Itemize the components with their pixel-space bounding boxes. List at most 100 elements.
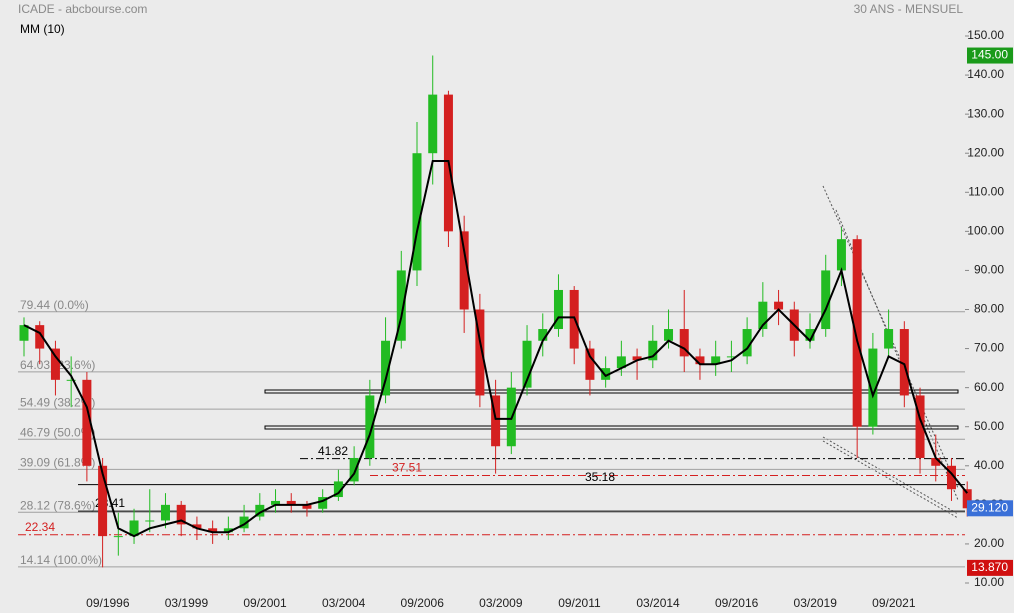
candle-body xyxy=(208,528,218,533)
fib-label: 28.12 (78.6%) xyxy=(20,498,95,512)
candle-body xyxy=(349,457,359,482)
candle-body xyxy=(585,348,595,380)
fib-label: 79.44 (0.0%) xyxy=(20,298,89,312)
candle-body xyxy=(255,504,265,517)
candle-body xyxy=(679,329,689,357)
y-tick-label: 90.00 xyxy=(974,263,1004,277)
candle-body xyxy=(176,504,186,525)
x-tick-label: 09/1996 xyxy=(86,596,130,610)
candle-body xyxy=(664,329,674,341)
candle-body xyxy=(428,94,438,154)
zone-box xyxy=(264,425,959,430)
y-tick-label: 50.00 xyxy=(974,419,1004,433)
candle-body xyxy=(82,379,92,466)
candle-body xyxy=(381,340,391,396)
y-tick-label: 20.00 xyxy=(974,536,1004,550)
candle-body xyxy=(648,340,658,361)
x-tick-label: 03/1999 xyxy=(165,596,209,610)
trendline xyxy=(822,436,959,515)
candle-body xyxy=(884,329,894,349)
x-tick-label: 03/2004 xyxy=(322,596,366,610)
y-tick-label: 70.00 xyxy=(974,341,1004,355)
candle-body xyxy=(129,520,139,537)
candle-body xyxy=(852,239,862,427)
y-tick-label: 60.00 xyxy=(974,380,1004,394)
candle-body xyxy=(19,325,29,341)
candle-body xyxy=(286,500,296,505)
fib-label: 39.09 (61.8%) xyxy=(20,456,95,470)
candle-body xyxy=(318,497,328,509)
y-tick-label: 100.00 xyxy=(967,224,1004,238)
x-tick-label: 09/2011 xyxy=(558,596,601,610)
y-tick-label: 150.00 xyxy=(967,28,1004,42)
candle-body xyxy=(396,270,406,341)
y-tick-label: 10.00 xyxy=(974,575,1004,589)
candle-body xyxy=(774,301,784,310)
candle-body xyxy=(805,329,815,341)
candle-body xyxy=(475,309,485,396)
chart-title: ICADE - abcbourse.com xyxy=(18,2,147,16)
candle-body xyxy=(821,270,831,330)
candle-body xyxy=(522,340,532,388)
x-tick-label: 03/2014 xyxy=(636,596,680,610)
level-label: 22.34 xyxy=(25,520,55,534)
level-label: 35.18 xyxy=(585,470,615,484)
candle-body xyxy=(616,356,626,369)
price-tag xyxy=(967,47,1013,64)
y-tick-label: 120.00 xyxy=(967,145,1004,159)
candle-body xyxy=(302,504,312,509)
zones xyxy=(264,389,959,430)
candle-body xyxy=(271,500,281,505)
x-tick-label: 09/2006 xyxy=(401,596,445,610)
level-label: 37.51 xyxy=(392,461,422,475)
price-tag-label: 29.120 xyxy=(971,500,1008,514)
candle-body xyxy=(98,465,108,537)
candle-body xyxy=(946,465,956,490)
candle-body xyxy=(601,368,611,380)
chart-subtitle: 30 ANS - MENSUEL xyxy=(854,2,964,16)
y-tick-label: 140.00 xyxy=(967,67,1004,81)
candle-body xyxy=(35,325,45,349)
y-tick-label: 130.00 xyxy=(967,106,1004,120)
candle-body xyxy=(192,524,202,529)
candle-body xyxy=(333,481,343,498)
candle-body xyxy=(553,289,563,330)
candle-body xyxy=(931,457,941,466)
candle-body xyxy=(223,528,233,533)
fib-label: 54.49 (38.2%) xyxy=(20,395,95,409)
candle-body xyxy=(113,536,123,538)
candle-body xyxy=(836,239,846,271)
fib-label: 46.79 (50.0%) xyxy=(20,425,95,439)
candle-body xyxy=(239,516,249,529)
x-tick-label: 03/2019 xyxy=(794,596,838,610)
y-tick-label: 80.00 xyxy=(974,302,1004,316)
candle-body xyxy=(160,504,170,521)
candle-body xyxy=(632,356,642,361)
level-label: 41.82 xyxy=(318,444,348,458)
x-tick-label: 09/2001 xyxy=(243,596,287,610)
indicator-label: MM (10) xyxy=(20,22,65,36)
candles xyxy=(19,55,972,568)
x-tick-label: 09/2016 xyxy=(715,596,759,610)
trendline xyxy=(822,440,959,519)
candle-body xyxy=(695,356,705,365)
y-tick-label: 40.00 xyxy=(974,458,1004,472)
candle-body xyxy=(962,489,972,509)
x-tick-label: 03/2009 xyxy=(479,596,523,610)
candle-body xyxy=(899,329,909,396)
candle-body xyxy=(758,301,768,330)
price-tag xyxy=(967,559,1013,576)
fib-label: 14.14 (100.0%) xyxy=(20,553,102,567)
candle-body xyxy=(726,356,736,358)
candle-body xyxy=(742,329,752,357)
candle-body xyxy=(711,356,721,365)
price-tag-label: 13.870 xyxy=(971,560,1008,574)
x-tick-label: 09/2021 xyxy=(872,596,916,610)
candle-body xyxy=(145,520,155,522)
moving-average xyxy=(23,160,968,538)
candle-body xyxy=(915,395,925,458)
candle-body xyxy=(66,379,76,381)
candle-body xyxy=(365,395,375,458)
price-tag-label: 145.00 xyxy=(971,48,1008,62)
